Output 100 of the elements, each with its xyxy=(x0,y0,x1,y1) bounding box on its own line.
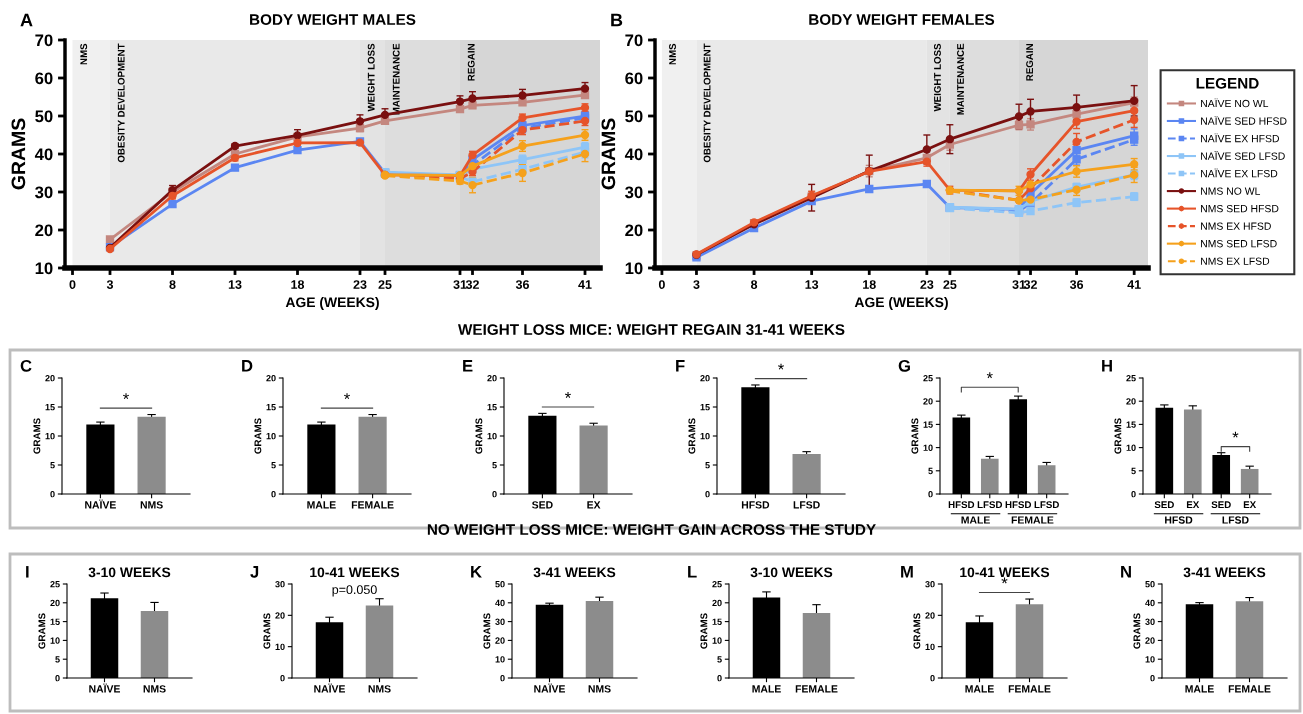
annotation: * xyxy=(1232,431,1239,438)
x-tick-label: 13 xyxy=(805,280,819,289)
text: M xyxy=(901,566,913,578)
y-tick-label: 20 xyxy=(700,374,710,382)
x-tick-label: FEMALE xyxy=(1008,685,1051,693)
chart-title: 3-41 WEEKS xyxy=(1183,567,1266,578)
y-axis-title: GRAMS xyxy=(911,418,919,454)
text: F xyxy=(676,360,685,372)
x-tick-label: HFSD xyxy=(741,501,770,509)
text: G xyxy=(898,359,910,372)
text: E xyxy=(463,360,473,372)
y-tick-label: 5 xyxy=(717,656,722,663)
y-tick-label: 0 xyxy=(705,490,710,498)
x-tick-label: 36 xyxy=(515,280,529,289)
x-tick-label: NAÏVE xyxy=(534,683,566,693)
y-tick-label: 10 xyxy=(50,637,60,644)
annotation: * xyxy=(344,393,350,400)
y-axis-title: GRAMS xyxy=(254,418,262,454)
y-tick-label: 30 xyxy=(275,580,285,588)
x-axis-title: AGE (WEEKS) xyxy=(854,297,948,310)
x-tick-label: NAÏVE xyxy=(89,683,121,693)
text: K xyxy=(471,566,482,578)
x-tick-label: HFSD xyxy=(1005,501,1032,509)
x-tick-label: EX xyxy=(1243,501,1257,508)
legend-label: NMS SED HFSD xyxy=(1201,204,1279,213)
y-tick-label: 5 xyxy=(55,656,60,663)
y-tick-label: 40 xyxy=(624,148,643,161)
y-tick-label: 25 xyxy=(50,580,60,588)
band-label: OBESITY DEVELOPMENT xyxy=(703,43,711,163)
x-tick-label: EX xyxy=(587,501,601,509)
x-tick-label: LFSD xyxy=(977,501,1003,509)
y-tick-label: 0 xyxy=(1150,674,1155,682)
x-tick-label: SED xyxy=(1154,501,1174,509)
y-tick-label: 30 xyxy=(495,618,505,625)
y-tick-label: 60 xyxy=(625,72,643,85)
y-tick-label: 5 xyxy=(928,467,933,475)
y-tick-label: 10 xyxy=(35,262,53,275)
band-label: WEIGHT LOSS xyxy=(367,43,375,112)
y-tick-label: 0 xyxy=(50,490,55,498)
y-tick-label: 15 xyxy=(712,618,722,625)
text: MALE xyxy=(961,516,990,524)
x-tick-label: MALE xyxy=(752,685,781,693)
y-tick-label: 0 xyxy=(500,674,505,682)
x-tick-label: SED xyxy=(1211,501,1231,509)
y-tick-label: 10 xyxy=(266,432,276,440)
y-tick-label: 20 xyxy=(45,374,55,382)
x-tick-label: NAÏVE xyxy=(314,683,346,693)
y-tick-label: 40 xyxy=(34,148,53,161)
y-tick-label: 15 xyxy=(1126,421,1136,428)
band-label: REGAIN xyxy=(467,44,475,81)
text: H xyxy=(1102,360,1112,372)
y-axis-title: GRAMS xyxy=(1114,418,1122,454)
y-tick-label: 20 xyxy=(925,612,935,619)
legend-label: NAÏVE SED HFSD xyxy=(1201,115,1287,125)
y-tick-label: 20 xyxy=(275,612,285,619)
x-tick-label: 3 xyxy=(693,280,700,289)
y-tick-label: 30 xyxy=(1145,618,1155,625)
x-tick-label: FEMALE xyxy=(1228,685,1271,693)
band-label: MAINTENANCE xyxy=(392,43,400,115)
x-tick-label: 41 xyxy=(578,280,592,289)
x-tick-label: 31 xyxy=(453,280,467,289)
y-tick-label: 20 xyxy=(266,374,276,382)
x-tick-label: 25 xyxy=(378,280,392,289)
y-tick-label: 40 xyxy=(495,599,505,607)
x-tick-label: 0 xyxy=(69,280,76,289)
text: WEIGHT LOSS MICE: WEIGHT REGAIN 31-41 WEEKS xyxy=(457,324,845,335)
x-tick-label: NMS xyxy=(588,685,611,693)
y-tick-label: 15 xyxy=(50,618,60,625)
y-tick-label: 15 xyxy=(923,421,933,428)
y-tick-label: 15 xyxy=(487,404,497,411)
y-tick-label: 0 xyxy=(55,674,60,682)
x-tick-label: MALE xyxy=(307,501,336,509)
y-tick-label: 0 xyxy=(717,674,722,682)
x-tick-label: EX xyxy=(1186,501,1200,508)
band-label: REGAIN xyxy=(1026,44,1034,81)
legend-label: NAÏVE SED LFSD xyxy=(1201,150,1285,160)
y-tick-label: 10 xyxy=(1126,444,1136,451)
y-axis-title: GRAMS xyxy=(913,613,921,649)
x-tick-label: 23 xyxy=(920,280,934,289)
y-tick-label: 0 xyxy=(492,490,497,498)
text: A xyxy=(20,13,33,27)
text: FEMALE xyxy=(1011,516,1054,524)
text: NO WEIGHT LOSS MICE: WEIGHT GAIN ACROSS THE STUDY xyxy=(427,524,876,535)
text: C xyxy=(20,359,32,372)
text: D xyxy=(242,360,253,372)
x-tick-label: 32 xyxy=(465,280,479,289)
y-tick-label: 20 xyxy=(495,637,505,644)
y-tick-label: 25 xyxy=(923,374,933,382)
y-tick-label: 20 xyxy=(50,599,60,607)
band-label: WEIGHT LOSS xyxy=(934,43,941,112)
y-tick-label: 10 xyxy=(487,432,497,440)
x-tick-label: MALE xyxy=(965,685,994,693)
text: B xyxy=(611,13,623,27)
y-tick-label: 70 xyxy=(35,34,53,47)
y-tick-label: 0 xyxy=(280,674,285,682)
y-tick-label: 0 xyxy=(930,674,935,682)
text: HFSD xyxy=(1165,516,1193,524)
y-tick-label: 10 xyxy=(712,637,722,644)
y-tick-label: 50 xyxy=(625,110,643,123)
y-tick-label: 10 xyxy=(45,432,55,440)
